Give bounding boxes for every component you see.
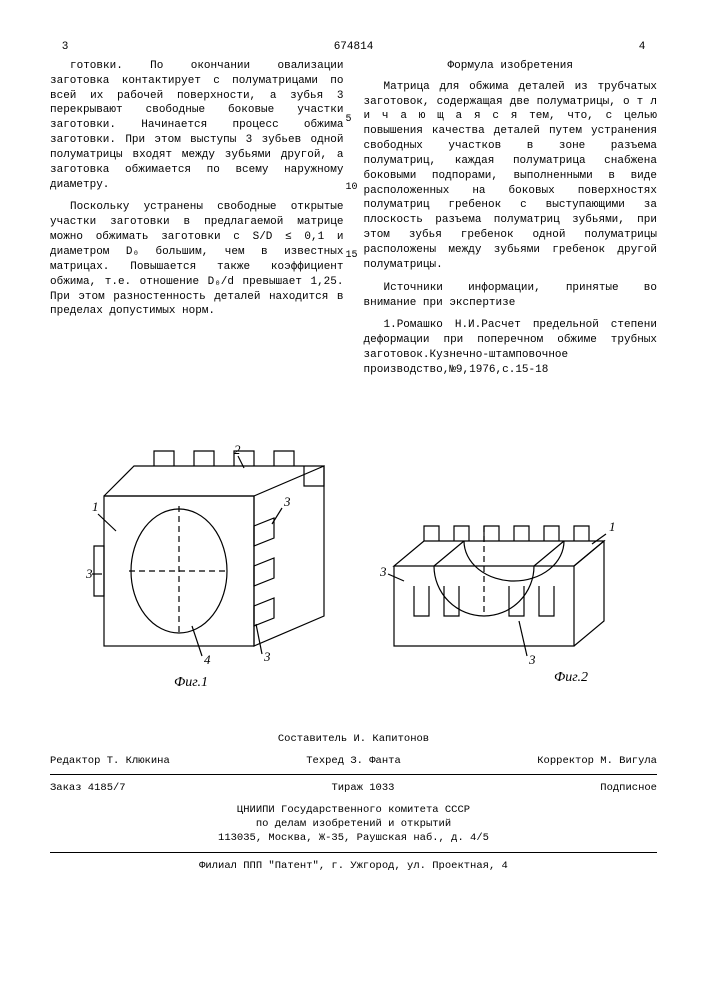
claim-title: Формула изобретения [364,59,658,74]
fig2-callout-1: 1 [609,519,616,534]
source-1: 1.Ромашко Н.И.Расчет предельной степени … [364,318,658,377]
page-left: 3 [50,40,80,55]
sources-title: Источники информации, принятые во вниман… [364,281,658,311]
editor: Редактор Т. Клюкина [50,754,170,768]
line-marker-15: 15 [346,249,358,263]
figure-1: 1 3 2 3 4 3 Фиг.1 [85,442,324,690]
left-p2: Поскольку устранены свободные открытые у… [50,200,344,319]
org-line-2: по делам изобретений и открытий [50,817,657,831]
fig1-label: Фиг.1 [174,675,208,690]
fig2-callout-3a: 3 [379,564,387,579]
filial: Филиал ППП "Патент", г. Ужгород, ул. Про… [50,859,657,873]
doc-number: 674814 [80,40,627,55]
podpisnoe: Подписное [600,781,657,795]
fig1-callout-3c: 3 [263,649,271,664]
fig1-callout-1: 1 [92,499,99,514]
left-column: готовки. По окончании овализации заготов… [50,59,344,386]
footer-rule-2 [50,852,657,853]
corrector: Корректор М. Вигула [537,754,657,768]
fig2-callout-3b: 3 [528,652,536,667]
page-header: 3 674814 4 [50,40,657,55]
text-columns: готовки. По окончании овализации заготов… [50,59,657,386]
address-1: 113035, Москва, Ж-35, Раушская наб., д. … [50,831,657,845]
figures-block: 1 3 2 3 4 3 Фиг.1 [50,406,657,702]
fig1-callout-4: 4 [204,652,211,667]
fig2-label: Фиг.2 [554,670,588,685]
techred: Техред З. Фанта [306,754,401,768]
footer-block: Составитель И. Капитонов Редактор Т. Клю… [50,732,657,873]
claim-text: Матрица для обжима деталей из трубчатых … [364,80,658,273]
line-marker-5: 5 [346,113,352,127]
figures-svg: 1 3 2 3 4 3 Фиг.1 [74,406,634,696]
line-marker-10: 10 [346,181,358,195]
tirazh: Тираж 1033 [331,781,394,795]
left-p1: готовки. По окончании овализации заготов… [50,59,344,193]
order-number: Заказ 4185/7 [50,781,126,795]
right-column: 5 10 15 Формула изобретения Матрица для … [364,59,658,386]
fig1-callout-3a: 3 [85,566,93,581]
figure-2: 1 3 3 Фиг.2 [379,519,616,685]
fig1-callout-3b: 3 [283,494,291,509]
org-line-1: ЦНИИПИ Государственного комитета СССР [50,803,657,817]
compiler-label: Составитель [278,733,347,745]
footer-rule-1 [50,774,657,775]
page-right: 4 [627,40,657,55]
fig1-callout-2: 2 [234,442,241,457]
compiler-name: И. Капитонов [354,733,430,745]
